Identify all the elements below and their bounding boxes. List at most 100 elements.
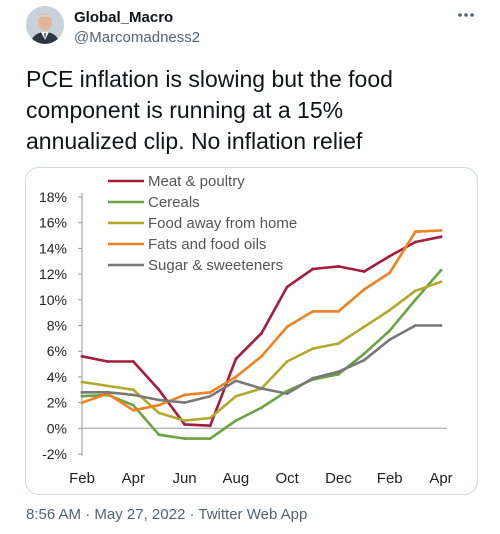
data-point <box>388 329 392 333</box>
x-tick-label: Feb <box>69 470 95 487</box>
data-point <box>362 325 366 329</box>
data-point <box>337 342 340 345</box>
y-tick-label: 12% <box>39 266 67 282</box>
data-point <box>260 406 263 410</box>
data-point <box>183 419 186 422</box>
data-point <box>388 308 392 312</box>
data-point <box>157 388 161 392</box>
data-point <box>439 268 443 272</box>
profile-photo <box>26 6 64 44</box>
data-point <box>234 419 238 422</box>
data-point <box>208 416 212 420</box>
data-point <box>311 267 315 271</box>
data-point <box>80 390 84 394</box>
data-point <box>337 370 340 374</box>
x-tick-label: Feb <box>377 470 403 487</box>
data-point <box>413 289 417 293</box>
tweet-text: PCE inflation is slowing but the food co… <box>26 66 393 154</box>
y-tick-label: 16% <box>39 215 67 231</box>
data-point <box>439 229 443 232</box>
data-point <box>106 360 110 363</box>
x-tick-label: Aug <box>223 470 250 487</box>
series-line-2 <box>80 280 443 422</box>
data-point <box>234 357 238 361</box>
data-point <box>106 390 110 394</box>
y-tick-label: -2% <box>42 446 67 462</box>
y-tick-label: 18% <box>39 189 67 205</box>
data-point <box>413 230 417 234</box>
legend-label: Meat & poultry <box>148 173 245 190</box>
data-point <box>285 360 289 363</box>
data-point <box>208 437 212 440</box>
data-point <box>131 360 135 363</box>
data-point <box>260 331 263 335</box>
x-tick-label: Jun <box>172 470 196 487</box>
data-point <box>157 398 161 402</box>
data-point <box>157 411 161 415</box>
data-point <box>337 309 340 313</box>
data-point <box>234 379 238 383</box>
data-point <box>80 380 84 384</box>
tweet-source[interactable]: Twitter Web App <box>198 506 308 523</box>
y-tick-label: 8% <box>47 318 67 334</box>
legend-label: Food away from home <box>148 215 297 232</box>
more-options-button[interactable] <box>452 4 480 26</box>
data-point <box>388 271 392 275</box>
x-tick-label: Dec <box>325 470 352 487</box>
data-point <box>413 324 417 327</box>
tweet-date[interactable]: May 27, 2022 <box>94 506 186 523</box>
data-point <box>337 372 340 376</box>
y-tick-label: 4% <box>47 369 67 385</box>
data-point <box>260 354 263 358</box>
data-point <box>131 388 135 392</box>
data-point <box>157 403 161 407</box>
data-point <box>80 394 84 398</box>
x-tick-label: Oct <box>275 470 299 487</box>
data-point <box>157 433 161 437</box>
data-point <box>183 437 186 440</box>
data-point <box>362 358 366 362</box>
y-tick-label: 2% <box>47 395 67 411</box>
separator-dot: · <box>189 506 195 523</box>
x-tick-label: Apr <box>122 470 145 487</box>
data-point <box>362 288 366 291</box>
data-point <box>285 285 289 289</box>
y-tick-label: 10% <box>39 292 67 308</box>
avatar[interactable] <box>26 6 64 44</box>
legend-label: Cereals <box>148 194 200 211</box>
data-point <box>439 324 443 327</box>
tweet-time[interactable]: 8:56 AM <box>26 506 82 523</box>
data-point <box>183 401 186 404</box>
data-point <box>439 280 443 284</box>
data-point <box>439 235 443 239</box>
data-point <box>131 403 135 407</box>
data-point <box>388 254 392 258</box>
separator-dot: · <box>85 506 91 523</box>
data-point <box>362 352 366 356</box>
y-tick-label: 0% <box>47 420 67 436</box>
data-point <box>311 309 315 313</box>
data-point <box>234 375 238 379</box>
data-point <box>311 376 315 380</box>
data-point <box>285 325 289 329</box>
line-chart: 18%16%14%12%10%8%6%4%2%0%-2%Feb Apr Jun Aug… <box>39 173 453 487</box>
data-point <box>106 384 110 388</box>
data-point <box>413 298 417 302</box>
chart-image[interactable]: 18% 16% 14% 12% 10% 8% 6% 4% 2% 0% -2% Feb Apr Jun Aug… <box>25 167 478 495</box>
data-point <box>388 338 392 342</box>
y-tick-label: 6% <box>47 343 67 359</box>
data-point <box>80 401 84 404</box>
data-point <box>131 393 135 397</box>
author-handle[interactable]: @Marcomadness2 <box>74 29 201 46</box>
data-point <box>208 424 212 428</box>
x-tick-label: Apr <box>429 470 452 487</box>
data-point <box>285 392 289 396</box>
data-point <box>413 240 417 244</box>
author-name[interactable]: Global_Macro <box>74 9 174 26</box>
ellipsis-icon <box>458 13 474 17</box>
data-point <box>260 387 263 390</box>
data-point <box>183 393 186 397</box>
legend-label: Sugar & sweeteners <box>148 257 283 274</box>
data-point <box>80 354 84 358</box>
data-point <box>131 408 135 412</box>
